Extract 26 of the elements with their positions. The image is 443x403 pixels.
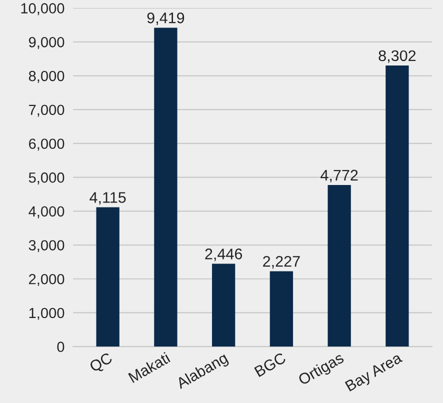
y-tick-label: 4,000 [28,206,64,218]
y-tick-label: 6,000 [29,138,64,151]
x-tick-label: Bay Area [344,352,404,394]
y-tick-label: 3,000 [28,240,64,252]
data-label: 8,302 [378,50,416,63]
data-label: 2,446 [205,248,242,262]
bar [270,271,294,347]
bar [212,264,236,347]
y-tick-label: 2,000 [29,274,64,286]
y-tick-label: 0 [57,342,64,352]
bar [386,66,409,347]
x-tick-label: BGC [254,352,287,378]
y-tick-label: 7,000 [29,104,64,117]
bar [154,28,178,347]
bar [328,185,351,347]
data-label: 4,772 [320,170,358,182]
data-label: 9,419 [147,12,184,26]
data-label: 2,227 [263,256,300,269]
y-tick-label: 9,000 [28,37,64,50]
y-tick-label: 8,000 [28,70,64,83]
y-tick-label: 10,000 [21,3,64,16]
data-label: 4,115 [90,192,126,205]
x-tick-label: QC [88,352,114,375]
y-tick-label: 1,000 [29,308,64,320]
bar [96,207,120,347]
y-tick-label: 5,000 [28,172,64,184]
